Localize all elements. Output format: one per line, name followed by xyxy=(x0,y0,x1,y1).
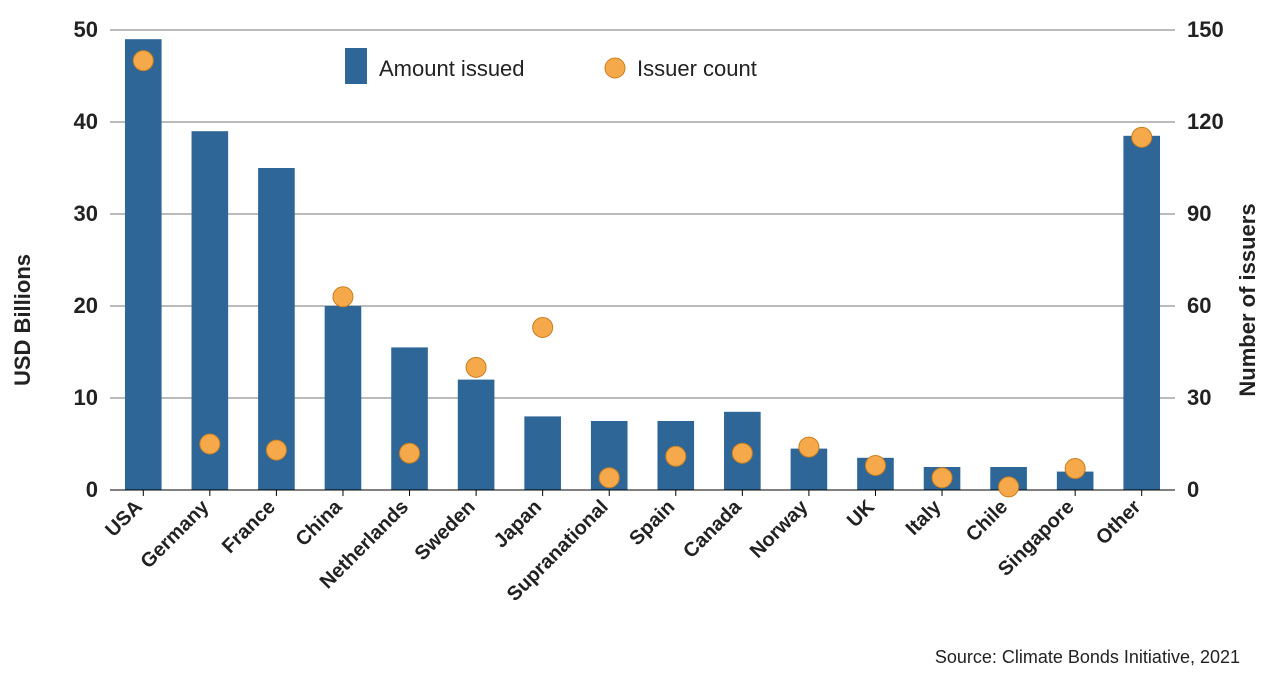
y-left-tick-label: 50 xyxy=(74,17,98,42)
y-left-tick-label: 30 xyxy=(74,201,98,226)
bar-amount-issued xyxy=(458,380,495,490)
marker-issuer-count xyxy=(1132,127,1152,147)
marker-issuer-count xyxy=(932,468,952,488)
marker-issuer-count xyxy=(732,443,752,463)
y-left-tick-label: 20 xyxy=(74,293,98,318)
y-right-axis-label: Number of issuers xyxy=(1235,203,1260,396)
chart-container: 010203040500306090120150USAGermanyFrance… xyxy=(0,0,1280,681)
y-right-tick-label: 120 xyxy=(1187,109,1224,134)
marker-issuer-count xyxy=(599,468,619,488)
bar-amount-issued xyxy=(391,347,428,490)
legend-bar-swatch xyxy=(345,48,367,84)
y-right-tick-label: 30 xyxy=(1187,385,1211,410)
y-right-tick-label: 0 xyxy=(1187,477,1199,502)
y-left-axis-label: USD Billions xyxy=(10,254,35,386)
marker-issuer-count xyxy=(133,51,153,71)
marker-issuer-count xyxy=(666,446,686,466)
marker-issuer-count xyxy=(400,443,420,463)
marker-issuer-count xyxy=(1065,459,1085,479)
marker-issuer-count xyxy=(266,440,286,460)
bar-amount-issued xyxy=(524,416,561,490)
marker-issuer-count xyxy=(533,317,553,337)
bar-amount-issued xyxy=(125,39,162,490)
source-label: Source: Climate Bonds Initiative, 2021 xyxy=(935,647,1240,667)
marker-issuer-count xyxy=(999,477,1019,497)
y-right-tick-label: 60 xyxy=(1187,293,1211,318)
chart-svg: 010203040500306090120150USAGermanyFrance… xyxy=(0,0,1280,681)
y-right-tick-label: 150 xyxy=(1187,17,1224,42)
y-left-tick-label: 40 xyxy=(74,109,98,134)
legend-bar-label: Amount issued xyxy=(379,56,525,81)
y-left-tick-label: 0 xyxy=(86,477,98,502)
marker-issuer-count xyxy=(799,437,819,457)
y-left-tick-label: 10 xyxy=(74,385,98,410)
bar-amount-issued xyxy=(325,306,362,490)
bar-amount-issued xyxy=(1123,136,1160,490)
marker-issuer-count xyxy=(466,357,486,377)
y-right-tick-label: 90 xyxy=(1187,201,1211,226)
marker-issuer-count xyxy=(865,455,885,475)
legend-marker-swatch xyxy=(605,58,625,78)
marker-issuer-count xyxy=(200,434,220,454)
marker-issuer-count xyxy=(333,287,353,307)
legend-marker-label: Issuer count xyxy=(637,56,757,81)
